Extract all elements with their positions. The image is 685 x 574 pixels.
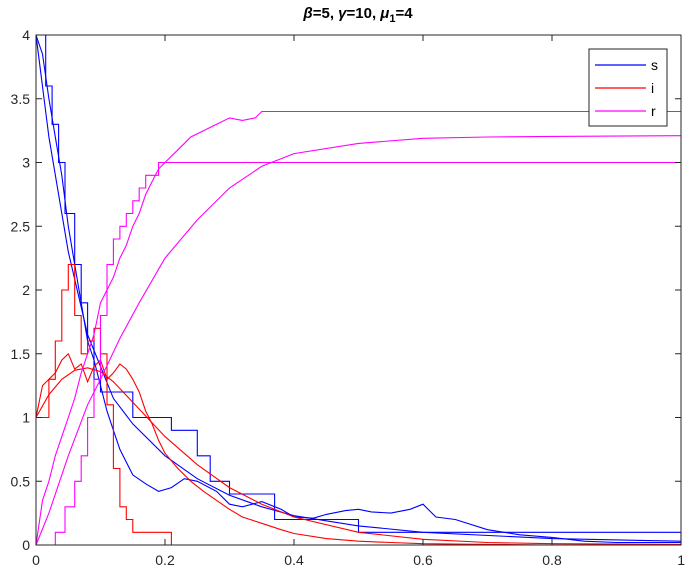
title-gamma-symbol: γ xyxy=(338,5,348,22)
x-tick-label: 0.4 xyxy=(284,552,304,568)
x-tick-label: 0.2 xyxy=(155,552,175,568)
series-i-step-line xyxy=(36,263,681,546)
series-layer xyxy=(35,34,682,546)
chart-title: β=5, γ=10, μ1=4 xyxy=(302,5,413,25)
y-tick-label: 3.5 xyxy=(11,91,31,107)
legend-label-s: s xyxy=(651,57,658,73)
y-tick-label: 2 xyxy=(22,282,30,298)
legend-label-r: r xyxy=(651,103,656,119)
y-tick-label: 1 xyxy=(22,410,30,426)
series-i-noisy-line xyxy=(35,352,681,546)
title-gamma-value: =10, xyxy=(347,5,381,22)
legend-label-i: i xyxy=(651,80,654,96)
y-tick-label: 0 xyxy=(22,537,30,553)
y-tick-label: 0.5 xyxy=(11,473,31,489)
title-mu-subscript: 1 xyxy=(389,13,395,25)
x-tick-label: 1 xyxy=(677,552,685,568)
series-i-smooth-line xyxy=(35,367,682,545)
axes-layer: 0 0.2 0.4 0.6 0.8 1 0 0.5 1 1.5 2 2.5 3 3.5 4 xyxy=(11,27,685,568)
y-tick-label: 1.5 xyxy=(11,346,31,362)
y-tick-label: 4 xyxy=(22,27,30,43)
title-beta-value: =5, xyxy=(313,5,338,22)
x-tick-label: 0.8 xyxy=(542,552,562,568)
x-tick-label: 0.6 xyxy=(413,552,433,568)
series-r-noisy-line xyxy=(35,110,681,546)
title-beta-symbol: β xyxy=(302,5,312,22)
series-s-step-line xyxy=(36,34,682,545)
legend: sir xyxy=(588,48,668,127)
title-mu-symbol: μ xyxy=(379,5,389,22)
x-tick-label: 0 xyxy=(32,552,40,568)
series-r-step-line xyxy=(36,161,681,546)
title-mu-value: =4 xyxy=(395,5,413,22)
series-s-smooth-line xyxy=(35,34,682,542)
series-r-smooth-line xyxy=(35,135,682,546)
y-tick-label: 3 xyxy=(22,155,30,171)
y-tick-label: 2.5 xyxy=(11,218,31,234)
